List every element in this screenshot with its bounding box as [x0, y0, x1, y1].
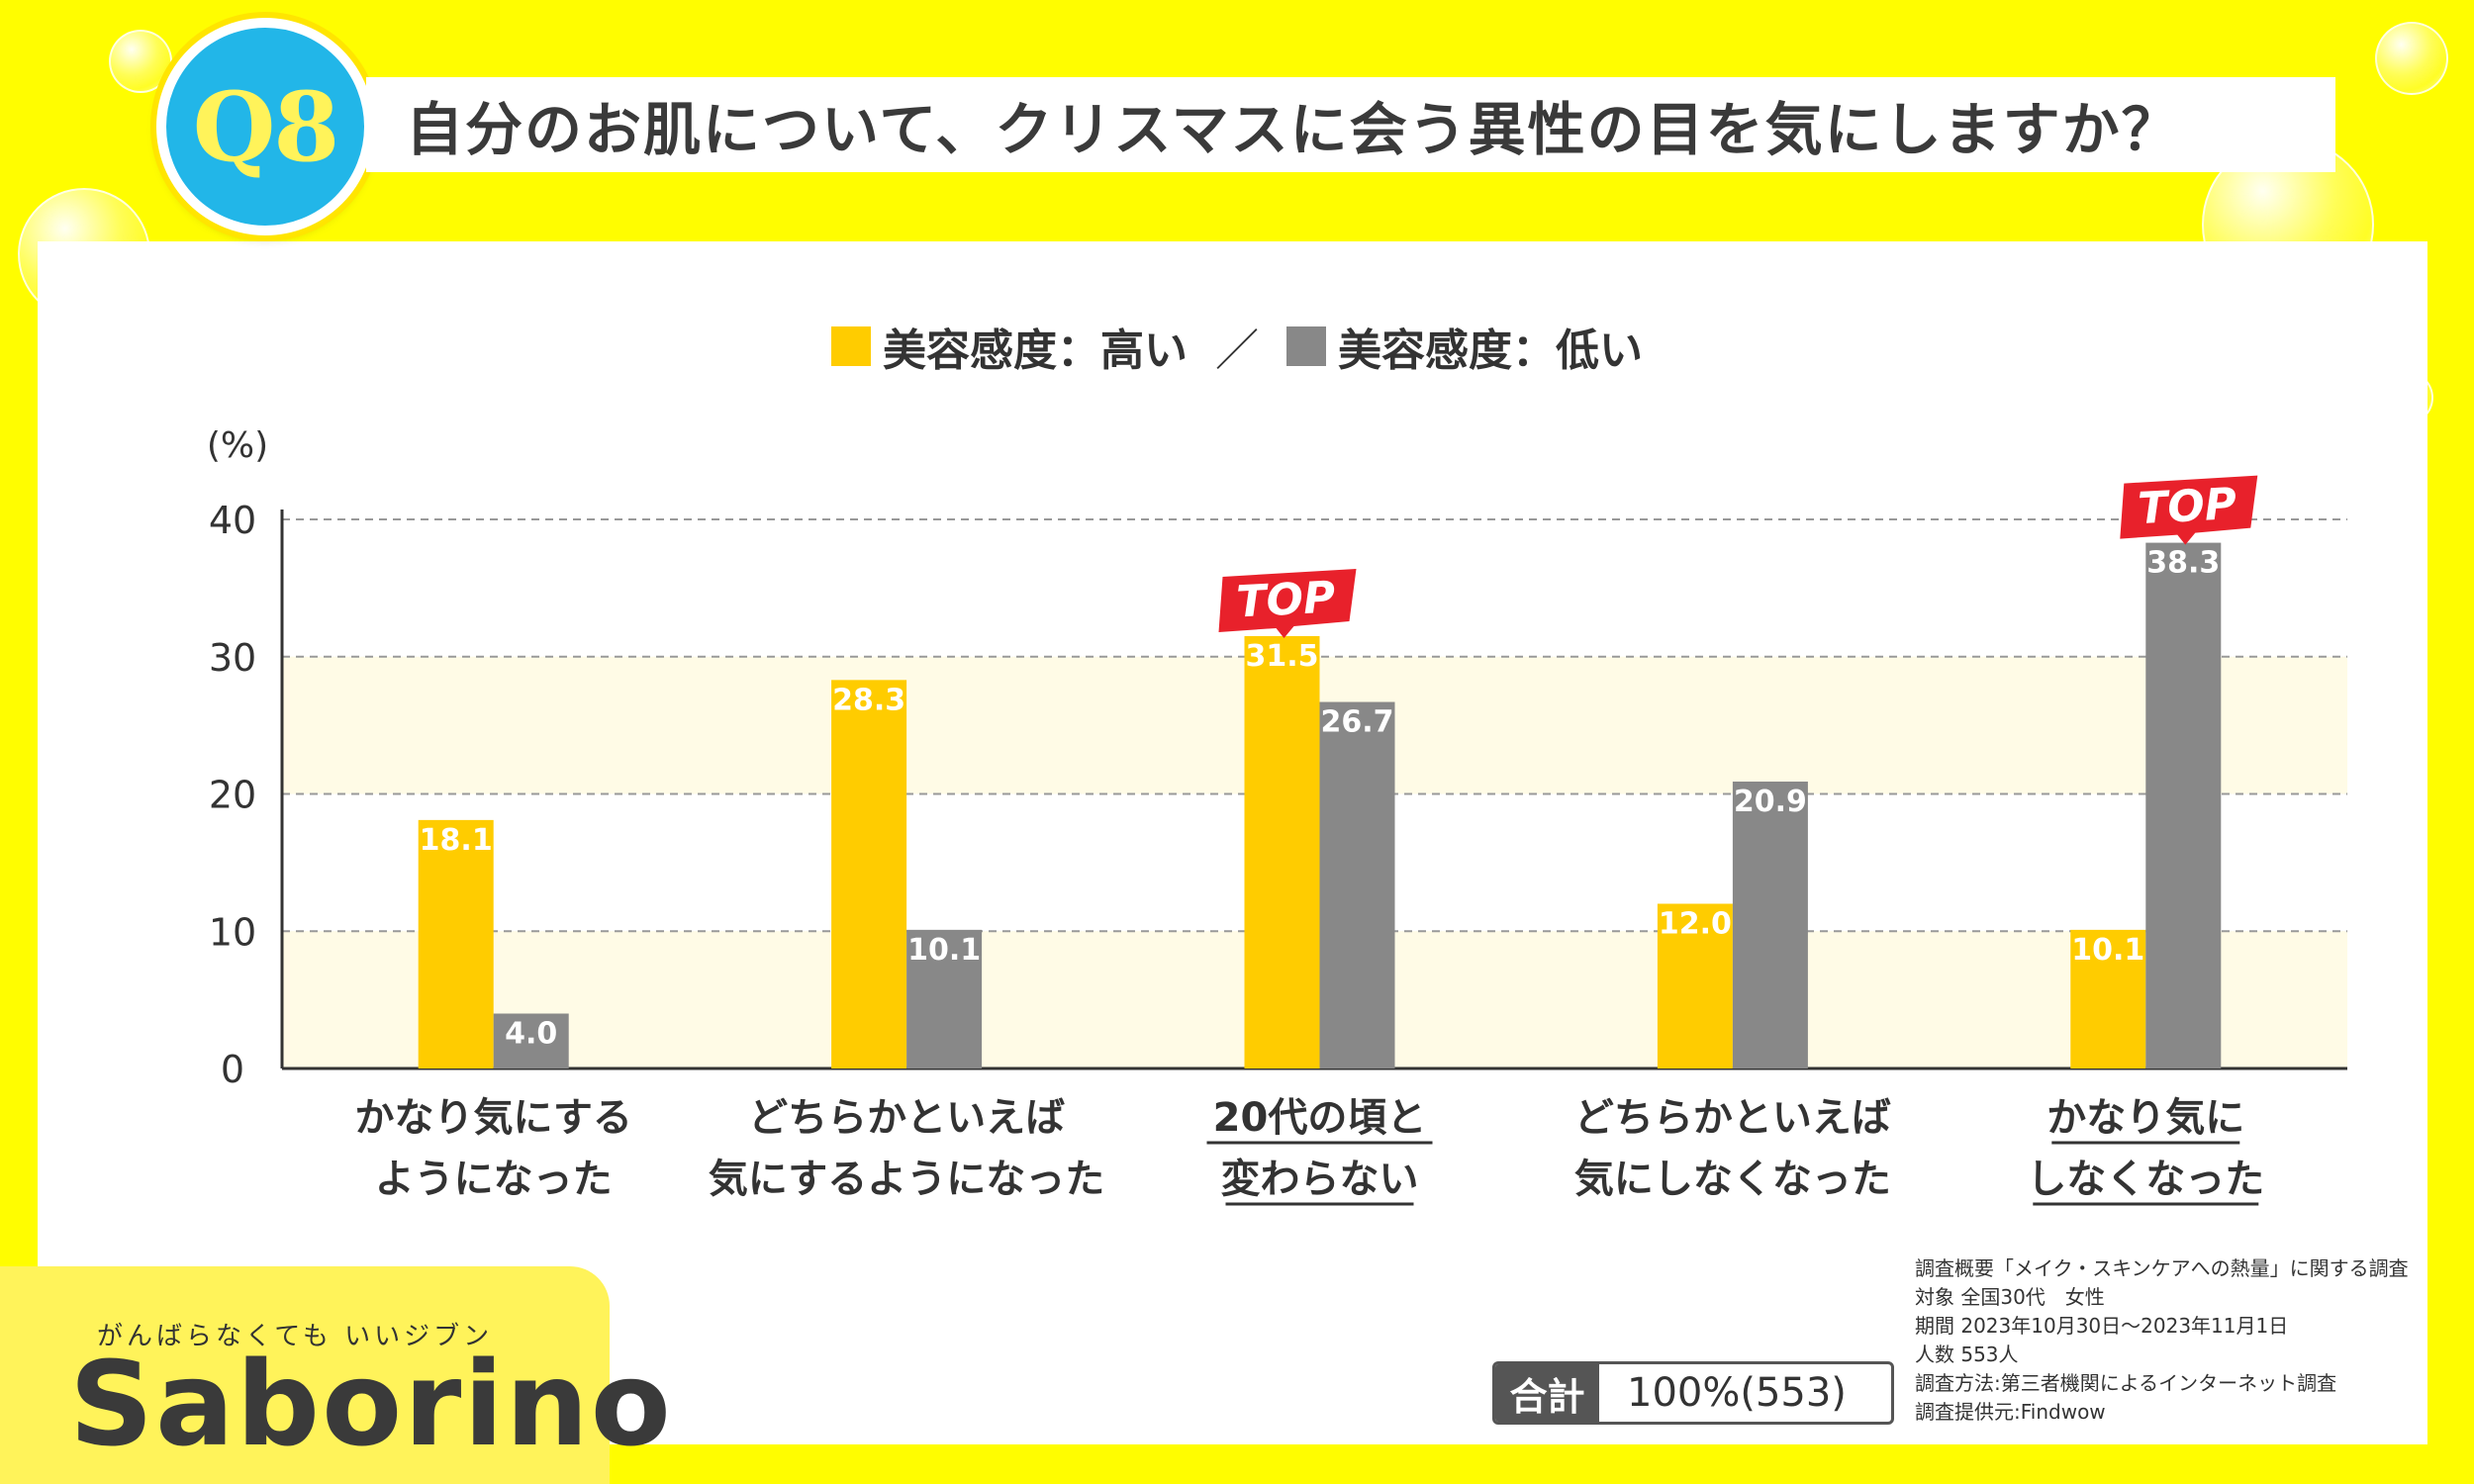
- y-tick-label: 40: [209, 499, 256, 542]
- bar-value-label: 4.0: [505, 1017, 557, 1052]
- y-tick-label: 10: [209, 910, 256, 954]
- top-badge: [1218, 568, 1357, 638]
- bar-high: [418, 819, 494, 1068]
- legend-swatch-low: [1286, 326, 1326, 366]
- total-box: 合計 100%(553): [1492, 1361, 1894, 1425]
- bar-high: [2070, 929, 2146, 1068]
- bubble-decoration: [109, 30, 172, 93]
- bar-value-label: 10.1: [2071, 933, 2144, 968]
- bar-low: [2145, 542, 2222, 1068]
- x-category-label: しなくなった: [2027, 1157, 2264, 1202]
- top-badge-label: TOP: [1235, 572, 1336, 627]
- legend-swatch-high: [831, 326, 871, 366]
- bar-low: [906, 929, 983, 1068]
- top-badge-label: TOP: [2137, 479, 2237, 534]
- bar-value-label: 10.1: [907, 933, 981, 968]
- bar-low: [1732, 782, 1808, 1068]
- top-badge: [2120, 475, 2258, 545]
- source-line: 調査方法:第三者機関によるインターネット調査: [1915, 1371, 2337, 1395]
- legend-separator: ／: [1215, 325, 1259, 376]
- x-category-label: 気にするようになった: [709, 1157, 1104, 1202]
- bar-low: [493, 1013, 569, 1068]
- bar-high: [1657, 903, 1733, 1068]
- source-line: 期間 2023年10月30日～2023年11月1日: [1915, 1314, 2289, 1338]
- total-label: 合計: [1495, 1364, 1599, 1422]
- bar-value-label: 26.7: [1320, 705, 1393, 740]
- x-category-label: ようになった: [375, 1157, 613, 1202]
- total-value: 100%(553): [1627, 1370, 1847, 1416]
- y-axis-unit: (%): [207, 425, 268, 466]
- source-line: 対象 全国30代 女性: [1915, 1285, 2105, 1309]
- x-category-label: 気にしなくなった: [1574, 1157, 1891, 1202]
- y-tick-label: 30: [209, 636, 256, 680]
- bar-value-label: 12.0: [1659, 907, 1732, 942]
- x-category-label: 20代の頃と: [1213, 1095, 1427, 1141]
- brand-tagline: がんばらなくても いいジブン: [97, 1322, 494, 1351]
- y-tick-label: 0: [221, 1048, 244, 1091]
- survey-source: 調査概要「メイク・スキンケアへの熱量」に関する調査 対象 全国30代 女性 期間…: [1915, 1254, 2409, 1427]
- x-category-label: どちらかといえば: [748, 1095, 1065, 1141]
- bar-value-label: 28.3: [832, 683, 905, 717]
- bubble-decoration: [2375, 22, 2448, 95]
- legend-label-high: 美容感度：高い: [883, 325, 1188, 376]
- title-bar: 自分のお肌について、クリスマスに会う異性の目を気にしますか？: [366, 77, 2335, 172]
- brand-box: [0, 1266, 610, 1484]
- y-tick-label: 20: [209, 774, 256, 817]
- chart-legend: 美容感度：高い ／ 美容感度：低い: [0, 315, 2474, 378]
- source-line: 人数 553人: [1915, 1343, 2019, 1366]
- source-line: 調査概要「メイク・スキンケアへの熱量」に関する調査: [1915, 1256, 2409, 1280]
- bar-high: [1244, 635, 1320, 1068]
- question-number: Q8: [192, 70, 339, 183]
- page-title: 自分のお肌について、クリスマスに会う異性の目を気にしますか？: [406, 96, 2181, 163]
- legend-item-low: 美容感度：低い: [1286, 315, 1643, 378]
- brand-logo: Saborino: [69, 1336, 673, 1472]
- legend-item-high: 美容感度：高い: [831, 315, 1188, 378]
- x-category-label: 変わらない: [1221, 1157, 1419, 1202]
- bar-high: [831, 680, 907, 1068]
- legend-label-low: 美容感度：低い: [1338, 325, 1643, 376]
- bar-value-label: 31.5: [1245, 639, 1318, 674]
- bar-value-label: 18.1: [420, 823, 493, 858]
- x-category-label: かなり気にする: [354, 1095, 631, 1141]
- bar-value-label: 38.3: [2146, 546, 2220, 581]
- bar-low: [1319, 701, 1395, 1068]
- x-category-label: どちらかといえば: [1574, 1095, 1891, 1141]
- bar-value-label: 20.9: [1734, 785, 1807, 819]
- x-category-label: かなり気に: [2046, 1095, 2244, 1141]
- source-line: 調査提供元:Findwow: [1915, 1400, 2106, 1424]
